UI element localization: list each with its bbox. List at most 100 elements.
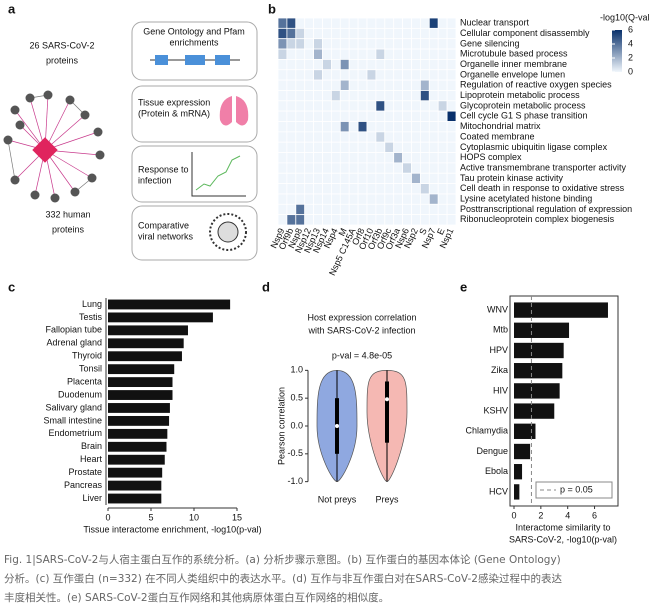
category-label: Salivary gland	[45, 402, 102, 412]
heat-cell	[286, 162, 297, 174]
heat-cell	[295, 152, 306, 164]
heat-cell	[295, 79, 306, 91]
category-label: HIV	[493, 385, 508, 395]
heat-cell	[348, 214, 359, 226]
heat-cell	[366, 69, 377, 81]
heat-cell	[348, 172, 359, 185]
heat-cell	[375, 48, 386, 60]
heat-cell	[393, 59, 404, 71]
heat-cell	[384, 110, 395, 122]
heat-cell	[384, 90, 395, 102]
heat-cell	[384, 162, 395, 174]
heat-cell	[295, 38, 306, 50]
heat-cell	[295, 17, 306, 29]
row-label: Mitochondrial matrix	[460, 121, 541, 131]
heat-cell	[411, 110, 421, 122]
y-tick-label: 0.0	[290, 420, 303, 430]
heat-cell	[339, 203, 350, 216]
box-text: Response to	[138, 164, 189, 174]
heat-cell	[286, 193, 297, 205]
heat-cell	[384, 203, 395, 216]
heat-cell	[339, 183, 350, 195]
heat-cell	[286, 90, 297, 102]
colorbar-tick-label: 0	[628, 66, 633, 76]
heat-cell	[322, 203, 332, 216]
heat-cell	[375, 121, 386, 133]
row-label: Coated membrane	[460, 131, 535, 141]
node	[50, 193, 60, 203]
heat-cell	[313, 183, 323, 195]
heat-cell	[437, 38, 448, 50]
heat-cell	[339, 59, 350, 71]
node	[93, 127, 103, 137]
heat-cell	[402, 27, 412, 40]
bar	[108, 403, 170, 413]
heat-cell	[419, 162, 430, 174]
heat-cell	[348, 141, 359, 153]
category-label: Small intestine	[43, 415, 102, 425]
node	[25, 93, 35, 103]
heat-cell	[277, 121, 288, 133]
heat-cell	[446, 203, 457, 216]
heat-cell	[419, 193, 430, 205]
heat-cell	[428, 110, 439, 122]
node	[65, 95, 75, 105]
heat-cell	[357, 69, 368, 81]
heat-cell	[437, 110, 448, 122]
heat-cell	[419, 131, 430, 143]
heat-cell	[330, 131, 341, 143]
heat-cell	[428, 172, 439, 185]
heat-cell	[446, 193, 457, 205]
proteins-label: proteins	[46, 55, 79, 65]
heat-cell	[286, 48, 297, 60]
heat-cell	[384, 79, 395, 91]
heat-cell	[375, 162, 386, 174]
heat-cell	[366, 162, 377, 174]
median	[335, 424, 339, 428]
heat-cell	[366, 110, 377, 122]
heat-cell	[428, 183, 439, 195]
heat-cell	[437, 203, 448, 216]
heat-cell	[286, 183, 297, 195]
heat-cell	[446, 110, 457, 122]
heat-cell	[295, 172, 306, 185]
heat-cell	[366, 131, 377, 143]
category-label: Ebola	[485, 466, 508, 476]
proteins-label: 332 human	[45, 209, 90, 219]
heat-cell	[339, 193, 350, 205]
heat-cell	[357, 79, 368, 91]
heat-cell	[295, 59, 306, 71]
icon	[195, 155, 241, 191]
heat-cell	[295, 110, 306, 122]
heat-cell	[339, 172, 350, 185]
heat-cell	[330, 59, 341, 71]
heat-cell	[304, 38, 315, 50]
heat-cell	[411, 27, 421, 40]
heat-cell	[348, 131, 359, 143]
x-tick-label: 0	[511, 510, 516, 520]
x-tick-label: 5	[148, 512, 153, 522]
heat-cell	[304, 90, 315, 102]
heat-cell	[304, 110, 315, 122]
category-label: Heart	[80, 454, 103, 464]
heat-cell	[411, 203, 421, 216]
heat-cell	[313, 27, 323, 40]
heat-cell	[375, 203, 386, 216]
heat-cell	[357, 162, 368, 174]
heat-cell	[357, 121, 368, 133]
category-label: Endometrium	[48, 428, 102, 438]
row-label: Nuclear transport	[460, 18, 530, 28]
heat-cell	[446, 214, 457, 226]
category-label: Brain	[81, 441, 102, 451]
heat-cell	[411, 17, 421, 29]
category-label: HPV	[489, 345, 508, 355]
heat-cell	[313, 48, 323, 60]
node	[87, 173, 97, 183]
heat-cell	[437, 100, 448, 112]
heat-cell	[419, 79, 430, 91]
heat-cell	[446, 131, 457, 143]
heat-cell	[375, 90, 386, 102]
heat-cell	[339, 17, 350, 29]
panel-label: c	[8, 279, 15, 294]
heat-cell	[419, 38, 430, 50]
